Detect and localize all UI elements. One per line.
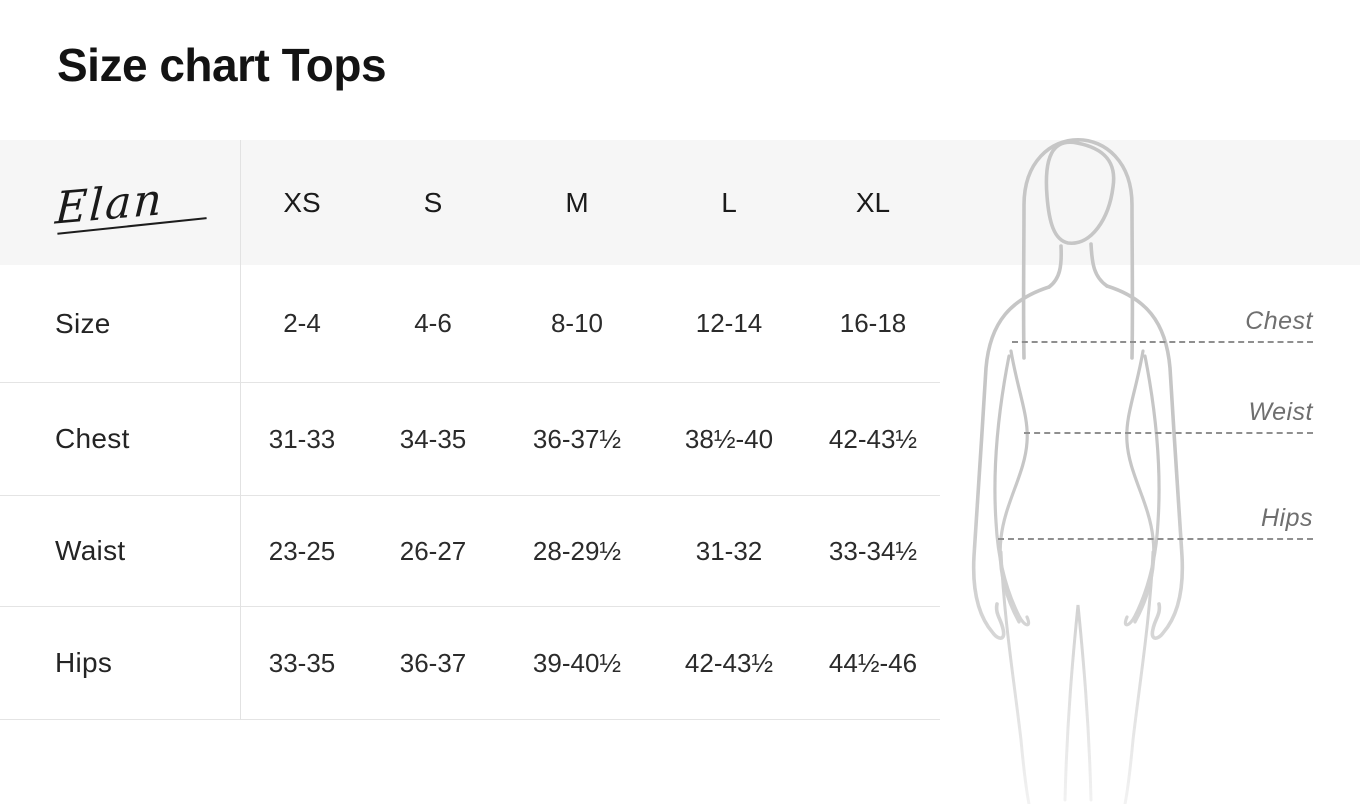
hips-s: 36-37: [399, 647, 467, 678]
size-chart-table: Elan XS S M L XL Size 2-4 4-6 8-10 12-14…: [0, 140, 940, 720]
chest-measure-label: Chest: [1245, 307, 1313, 335]
chest-s: 34-35: [399, 423, 467, 454]
row-label-hips: Hips: [55, 647, 113, 678]
page-title: Size chart Tops: [57, 39, 387, 91]
female-body-figure-illustration: [971, 138, 1185, 804]
column-header-m: M: [565, 186, 589, 218]
column-header-l: L: [721, 186, 737, 218]
figure-hair: [1021, 138, 1135, 360]
column-header-xs: XS: [283, 186, 321, 218]
figure-neck-left: [1047, 244, 1064, 289]
row-label-chest: Chest: [55, 423, 130, 454]
size-xl: 16-18: [839, 308, 907, 338]
size-s: 4-6: [414, 308, 452, 338]
hips-measure-line: [998, 538, 1313, 540]
waist-m: 28-29½: [532, 535, 622, 566]
hips-xl: 44½-46: [828, 647, 918, 678]
table-row-size: Size 2-4 4-6 8-10 12-14 16-18: [0, 265, 940, 383]
chest-xs: 31-33: [268, 423, 336, 454]
waist-s: 26-27: [399, 535, 467, 566]
figure-left-leg: [999, 550, 1031, 804]
column-header-s: S: [423, 186, 443, 218]
table-row-chest: Chest 31-33 34-35 36-37½ 38½-40 42-43½: [0, 383, 940, 496]
table-vertical-divider: [240, 140, 241, 720]
figure-right-shoulder-arm: [1105, 284, 1185, 640]
figure-left-arm-inner: [993, 354, 1031, 627]
hips-m: 39-40½: [532, 647, 622, 678]
size-m: 8-10: [550, 308, 604, 338]
chest-m: 36-37½: [532, 423, 622, 454]
hips-l: 42-43½: [684, 647, 774, 678]
waist-l: 31-32: [695, 535, 763, 566]
weist-measure-line: [1024, 432, 1313, 434]
chest-measure-line: [1012, 341, 1313, 343]
figure-face: [1044, 140, 1116, 245]
size-l: 12-14: [695, 308, 763, 338]
row-label-size: Size: [55, 307, 111, 339]
size-xs: 2-4: [283, 308, 321, 338]
figure-right-leg: [1123, 550, 1155, 804]
brand-logo: Elan: [53, 172, 207, 234]
hips-xs: 33-35: [268, 647, 336, 678]
table-row-waist: Waist 23-25 26-27 28-29½ 31-32 33-34½: [0, 496, 940, 607]
weist-measure-label: Weist: [1248, 398, 1313, 426]
figure-neck-right: [1089, 242, 1109, 288]
column-header-xl: XL: [855, 186, 891, 218]
figure-inner-legs: [1063, 604, 1093, 802]
figure-left-shoulder-arm: [971, 285, 1051, 640]
waist-xl: 33-34½: [828, 535, 918, 566]
figure-right-arm-inner: [1123, 354, 1161, 627]
chest-xl: 42-43½: [828, 423, 918, 454]
row-label-waist: Waist: [55, 535, 126, 566]
brand-logo-cell: Elan: [0, 140, 240, 265]
table-header-row: Elan XS S M L XL: [0, 140, 940, 265]
waist-xs: 23-25: [268, 535, 336, 566]
hips-measure-label: Hips: [1260, 504, 1313, 532]
chest-l: 38½-40: [684, 423, 774, 454]
table-row-hips: Hips 33-35 36-37 39-40½ 42-43½ 44½-46: [0, 607, 940, 720]
